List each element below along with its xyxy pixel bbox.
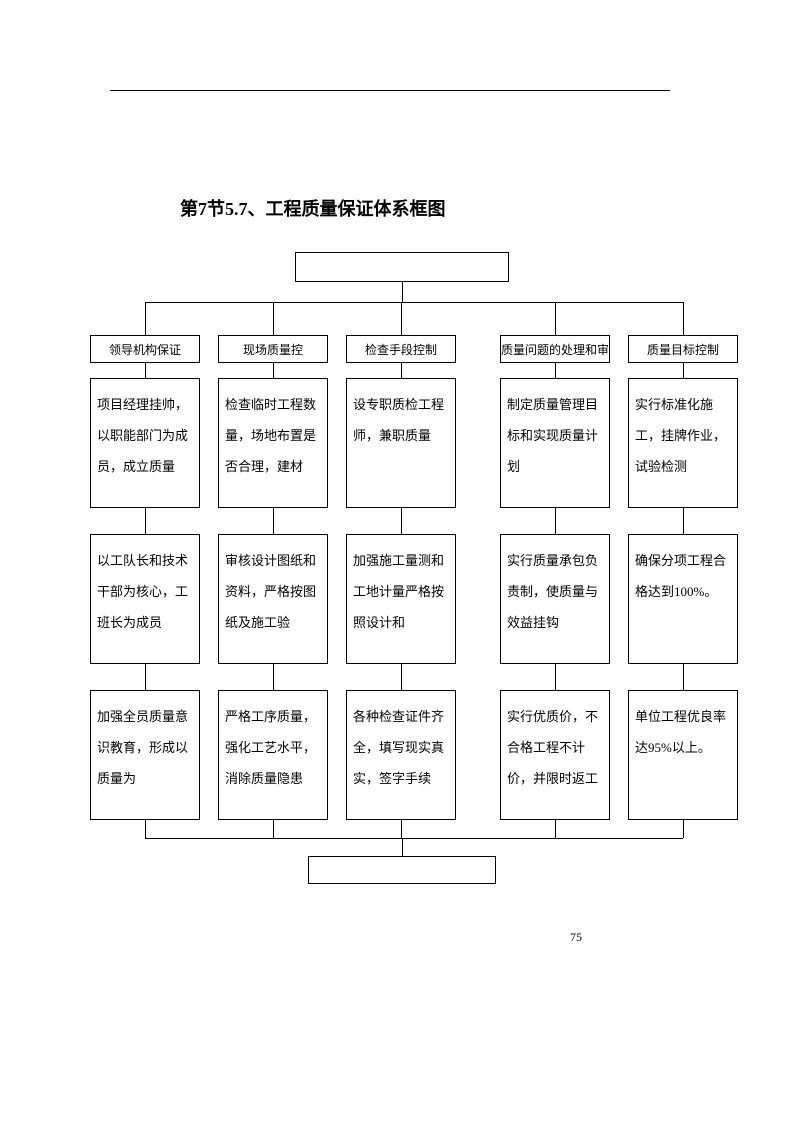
col-header-3: 质量问题的处理和审 bbox=[500, 335, 610, 363]
connector-r23-0 bbox=[145, 664, 146, 690]
col-header-4: 质量目标控制 bbox=[628, 335, 738, 363]
connector-bottom-drop-0 bbox=[145, 820, 146, 838]
col-row2-3: 实行质量承包负责制，使质量与效益挂钩 bbox=[500, 534, 610, 664]
connector-drop-0 bbox=[145, 302, 146, 335]
connector-top-v bbox=[402, 282, 403, 302]
connector-r23-1 bbox=[273, 664, 274, 690]
connector-bottom-drop-2 bbox=[401, 820, 402, 838]
connector-h1-2 bbox=[401, 363, 402, 378]
connector-r12-3 bbox=[555, 508, 556, 534]
header-rule bbox=[110, 90, 670, 91]
connector-h1-1 bbox=[273, 363, 274, 378]
bottom-box bbox=[308, 856, 496, 884]
col-row3-1: 严格工序质量，强化工艺水平，消除质量隐患 bbox=[218, 690, 328, 820]
col-row2-0: 以工队长和技术干部为核心，工班长为成员 bbox=[90, 534, 200, 664]
connector-r12-2 bbox=[401, 508, 402, 534]
connector-h1-4 bbox=[683, 363, 684, 378]
connector-bottom-drop-4 bbox=[683, 820, 684, 838]
connector-r23-3 bbox=[555, 664, 556, 690]
connector-r12-0 bbox=[145, 508, 146, 534]
col-row3-2: 各种检查证件齐全，填写现实真实，签字手续 bbox=[346, 690, 456, 820]
col-row1-1: 检查临时工程数量，场地布置是否合理，建材 bbox=[218, 378, 328, 508]
page-title: 第7节5.7、工程质量保证体系框图 bbox=[180, 195, 446, 221]
connector-bus-bottom bbox=[145, 838, 683, 839]
connector-r12-4 bbox=[683, 508, 684, 534]
connector-drop-4 bbox=[683, 302, 684, 335]
col-header-0: 领导机构保证 bbox=[90, 335, 200, 363]
connector-bottom-v bbox=[402, 838, 403, 856]
connector-r23-2 bbox=[401, 664, 402, 690]
col-header-2: 检查手段控制 bbox=[346, 335, 456, 363]
col-row1-4: 实行标准化施工，挂牌作业，试验检测 bbox=[628, 378, 738, 508]
connector-drop-2 bbox=[401, 302, 402, 335]
connector-h1-0 bbox=[145, 363, 146, 378]
col-row2-1: 审核设计图纸和资料，严格按图纸及施工验 bbox=[218, 534, 328, 664]
col-row3-4: 单位工程优良率达95%以上。 bbox=[628, 690, 738, 820]
col-row3-0: 加强全员质量意识教育，形成以质量为 bbox=[90, 690, 200, 820]
top-box bbox=[295, 252, 509, 282]
connector-h1-3 bbox=[555, 363, 556, 378]
page-number: 75 bbox=[570, 930, 582, 945]
col-row1-2: 设专职质检工程师，兼职质量 bbox=[346, 378, 456, 508]
col-header-1: 现场质量控 bbox=[218, 335, 328, 363]
connector-bottom-drop-3 bbox=[555, 820, 556, 838]
connector-r23-4 bbox=[683, 664, 684, 690]
connector-r12-1 bbox=[273, 508, 274, 534]
col-row2-4: 确保分项工程合格达到100%。 bbox=[628, 534, 738, 664]
connector-bottom-drop-1 bbox=[273, 820, 274, 838]
connector-drop-1 bbox=[273, 302, 274, 335]
connector-bus-top bbox=[145, 302, 683, 303]
col-row3-3: 实行优质价，不合格工程不计价，并限时返工 bbox=[500, 690, 610, 820]
connector-drop-3 bbox=[555, 302, 556, 335]
col-row1-3: 制定质量管理目标和实现质量计划 bbox=[500, 378, 610, 508]
col-row1-0: 项目经理挂帅，以职能部门为成员，成立质量 bbox=[90, 378, 200, 508]
col-row2-2: 加强施工量测和工地计量严格按照设计和 bbox=[346, 534, 456, 664]
